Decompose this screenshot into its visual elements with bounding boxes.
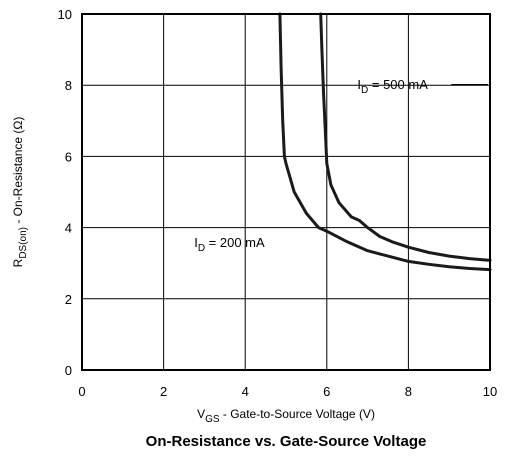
x-axis-title: VGS - Gate-to-Source Voltage (V) bbox=[197, 407, 375, 425]
x-tick-label: 8 bbox=[405, 384, 412, 399]
y-tick-label: 6 bbox=[65, 149, 72, 164]
x-tick-label: 0 bbox=[78, 384, 85, 399]
x-axis-title-rest: - Gate-to-Source Voltage (V) bbox=[220, 407, 375, 421]
tick-labels: 0 2 4 6 8 10 0 2 4 6 8 10 bbox=[58, 7, 498, 399]
grid-lines bbox=[82, 14, 490, 370]
series-label-main: I bbox=[194, 235, 198, 250]
series-label-sub: D bbox=[198, 243, 205, 254]
y-axis-title-sub: DS(on) bbox=[18, 227, 29, 259]
x-tick-label: 2 bbox=[160, 384, 167, 399]
x-axis-title-main: V bbox=[197, 407, 205, 421]
x-axis-title-sub: GS bbox=[205, 414, 220, 425]
plot-frame bbox=[81, 13, 491, 371]
series-label-main: I bbox=[357, 77, 361, 92]
series-line-id-500ma bbox=[319, 12, 492, 262]
y-tick-label: 0 bbox=[65, 363, 72, 378]
x-tick-label: 10 bbox=[483, 384, 497, 399]
x-tick-label: 4 bbox=[242, 384, 249, 399]
y-axis-title: RDS(on) - On-Resistance (Ω) bbox=[11, 117, 29, 268]
series-label-sub: D bbox=[361, 85, 368, 96]
series-label-rest: = 500 mA bbox=[368, 77, 428, 92]
y-tick-label: 2 bbox=[65, 292, 72, 307]
x-tick-label: 6 bbox=[323, 384, 330, 399]
curves bbox=[278, 12, 492, 272]
y-tick-label: 4 bbox=[65, 221, 72, 236]
y-axis-title-main: R bbox=[11, 258, 25, 267]
chart-title: On-Resistance vs. Gate-Source Voltage bbox=[146, 433, 427, 450]
series-label-id-200ma: ID = 200 mA bbox=[194, 235, 265, 254]
series-line-id-200ma bbox=[278, 12, 492, 272]
series-label-id-500ma: ID = 500 mA bbox=[357, 77, 428, 96]
y-tick-label: 8 bbox=[65, 78, 72, 93]
series-label-rest: = 200 mA bbox=[205, 235, 265, 250]
y-tick-label: 10 bbox=[58, 7, 72, 22]
y-axis-title-rest: - On-Resistance (Ω) bbox=[11, 117, 25, 227]
